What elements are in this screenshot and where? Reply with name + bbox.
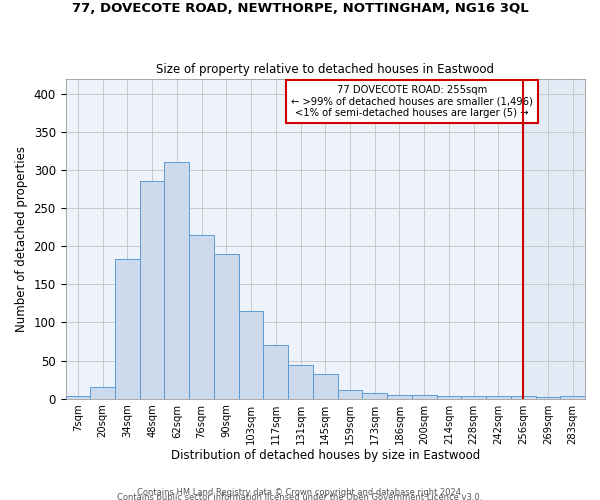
Text: Contains public sector information licensed under the Open Government Licence v3: Contains public sector information licen… (118, 492, 482, 500)
Y-axis label: Number of detached properties: Number of detached properties (15, 146, 28, 332)
X-axis label: Distribution of detached houses by size in Eastwood: Distribution of detached houses by size … (170, 450, 480, 462)
Title: Size of property relative to detached houses in Eastwood: Size of property relative to detached ho… (156, 63, 494, 76)
Bar (486, 396, 511, 398)
Text: 77 DOVECOTE ROAD: 255sqm
← >99% of detached houses are smaller (1,496)
<1% of se: 77 DOVECOTE ROAD: 255sqm ← >99% of detac… (291, 85, 533, 118)
Bar (214, 254, 239, 398)
Bar (164, 162, 189, 398)
Bar (313, 374, 338, 398)
Bar (115, 259, 140, 398)
Bar (523, 78, 585, 398)
Text: Contains HM Land Registry data © Crown copyright and database right 2024.: Contains HM Land Registry data © Crown c… (137, 488, 463, 497)
Bar (511, 396, 536, 398)
Text: 77, DOVECOTE ROAD, NEWTHORPE, NOTTINGHAM, NG16 3QL: 77, DOVECOTE ROAD, NEWTHORPE, NOTTINGHAM… (71, 2, 529, 16)
Bar (239, 311, 263, 398)
Bar (140, 182, 164, 398)
Bar (189, 235, 214, 398)
Bar (338, 390, 362, 398)
Bar (288, 365, 313, 398)
Bar (461, 396, 486, 398)
Bar (90, 388, 115, 398)
Bar (362, 392, 387, 398)
Bar (437, 396, 461, 398)
Bar (65, 396, 90, 398)
Bar (560, 396, 585, 398)
Bar (536, 397, 560, 398)
Bar (412, 395, 437, 398)
Bar (387, 395, 412, 398)
Bar (263, 346, 288, 399)
